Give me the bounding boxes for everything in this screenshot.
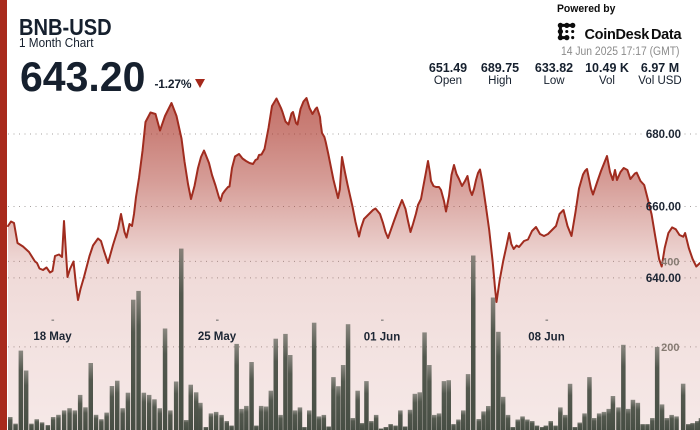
svg-text:25 May: 25 May <box>198 331 237 343</box>
svg-text:200: 200 <box>661 342 679 354</box>
svg-text:640.00: 640.00 <box>646 273 681 285</box>
svg-text:08 Jun: 08 Jun <box>528 332 564 344</box>
svg-text:660.00: 660.00 <box>646 202 681 214</box>
svg-text:400: 400 <box>661 256 679 268</box>
svg-text:18 May: 18 May <box>33 331 72 343</box>
svg-text:01 Jun: 01 Jun <box>364 332 400 344</box>
svg-text:680.00: 680.00 <box>646 129 681 141</box>
